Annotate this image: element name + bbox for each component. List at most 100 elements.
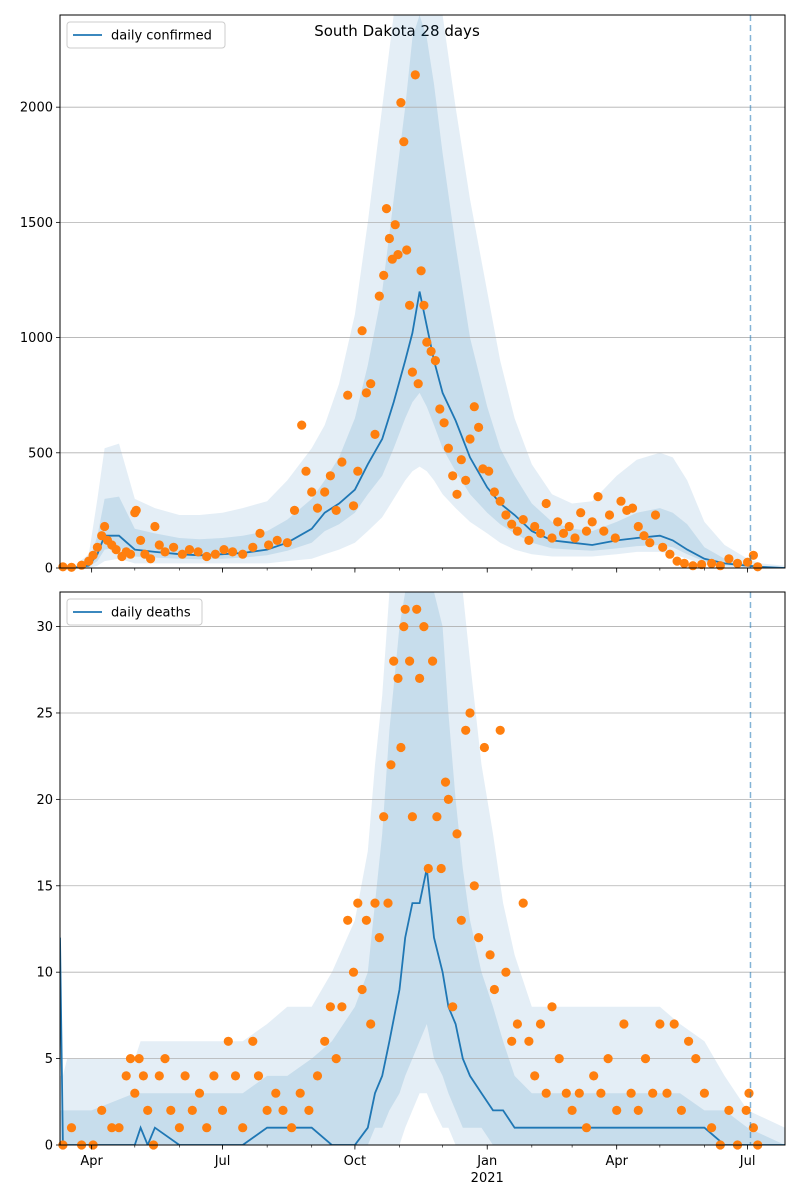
- data-point: [547, 1002, 557, 1012]
- data-point: [507, 519, 517, 529]
- data-point: [640, 1054, 651, 1064]
- data-point: [741, 1105, 751, 1115]
- band-inner: [60, 15, 785, 568]
- data-point: [448, 1002, 458, 1012]
- data-point: [610, 533, 620, 543]
- data-point: [111, 545, 121, 555]
- data-point: [88, 550, 98, 560]
- data-point: [567, 1105, 577, 1115]
- y-tick-label: 5: [45, 1052, 53, 1067]
- data-point: [121, 1071, 131, 1081]
- data-point: [389, 656, 399, 666]
- data-point: [558, 528, 569, 539]
- data-point: [217, 1105, 228, 1115]
- data-point: [174, 1123, 184, 1133]
- y-axis-ticks: 0 500 1000 1500 2000: [20, 101, 60, 577]
- data-point: [676, 1105, 687, 1115]
- data-point: [599, 526, 609, 536]
- data-point: [138, 1071, 148, 1081]
- data-point: [160, 547, 170, 557]
- data-point: [134, 1054, 144, 1064]
- data-point: [501, 967, 511, 977]
- axes-frame: [59, 14, 786, 569]
- legend-label: daily confirmed: [111, 29, 212, 44]
- data-point: [282, 538, 292, 548]
- data-point: [131, 505, 141, 515]
- data-point: [348, 501, 359, 511]
- data-point: [202, 1123, 212, 1133]
- data-point: [639, 531, 649, 541]
- data-point: [353, 466, 363, 476]
- data-point: [650, 510, 661, 520]
- data-point: [114, 1123, 124, 1133]
- data-point: [416, 266, 426, 276]
- data-point: [343, 915, 353, 925]
- data-point: [426, 346, 436, 356]
- y-tick-label: 1500: [20, 216, 53, 231]
- x-axis-ticks: [91, 568, 748, 573]
- chart-title: South Dakota 28 days: [314, 22, 480, 40]
- data-point: [474, 422, 484, 432]
- panel-daily-confirmed: 0 500 1000 1500 2000 daily confirmed: [20, 14, 786, 577]
- data-point: [255, 528, 265, 539]
- data-point: [645, 538, 655, 548]
- data-point: [357, 984, 367, 995]
- y-tick-label: 1000: [20, 331, 53, 346]
- data-point: [154, 540, 164, 550]
- data-point: [325, 1002, 335, 1012]
- data-point: [248, 1036, 258, 1046]
- data-point: [331, 1054, 341, 1064]
- data-point: [484, 466, 494, 476]
- data-point: [603, 1054, 613, 1064]
- data-point: [357, 326, 367, 336]
- data-point: [295, 1088, 305, 1098]
- data-point: [379, 270, 389, 280]
- data-point: [679, 558, 689, 569]
- data-point: [396, 98, 406, 108]
- data-point: [697, 559, 707, 570]
- data-point: [370, 429, 380, 439]
- data-point: [337, 457, 347, 467]
- data-point: [312, 1071, 323, 1081]
- band-inner: [60, 592, 785, 1145]
- data-point: [386, 760, 396, 770]
- data-point: [561, 1088, 571, 1098]
- data-point: [604, 510, 615, 520]
- data-point: [272, 535, 282, 546]
- data-point: [440, 777, 451, 787]
- data-point: [278, 1105, 288, 1115]
- data-point: [66, 562, 77, 572]
- data-point: [413, 379, 423, 389]
- x-axis-ticks: Apr Jul Oct Jan 2021 Apr Jul: [80, 1145, 755, 1186]
- data-point: [691, 1054, 701, 1064]
- data-point: [707, 558, 717, 569]
- data-point: [665, 549, 675, 559]
- data-point: [574, 1088, 584, 1098]
- data-point: [396, 742, 406, 753]
- data-point: [699, 1088, 710, 1098]
- data-point: [399, 137, 409, 147]
- legend-box: [66, 21, 226, 49]
- data-point: [432, 812, 442, 822]
- data-point: [715, 561, 725, 571]
- data-point: [219, 545, 229, 555]
- data-point: [596, 1088, 606, 1098]
- data-point: [530, 521, 540, 532]
- data-point: [209, 1071, 219, 1081]
- data-point: [100, 521, 110, 532]
- data-point: [400, 604, 410, 614]
- data-point: [662, 1088, 672, 1098]
- data-point: [58, 562, 68, 572]
- observed-points: [58, 604, 763, 1150]
- data-point: [348, 967, 359, 977]
- data-point: [541, 498, 551, 509]
- data-point: [238, 1123, 248, 1133]
- data-point: [524, 535, 534, 546]
- data-point: [374, 933, 384, 943]
- data-point: [262, 1105, 272, 1115]
- axes-frame: [59, 591, 786, 1146]
- data-point: [507, 1036, 517, 1046]
- x-tick-label: Apr: [605, 1154, 628, 1169]
- data-point: [672, 556, 682, 566]
- band-outer: [60, 592, 785, 1145]
